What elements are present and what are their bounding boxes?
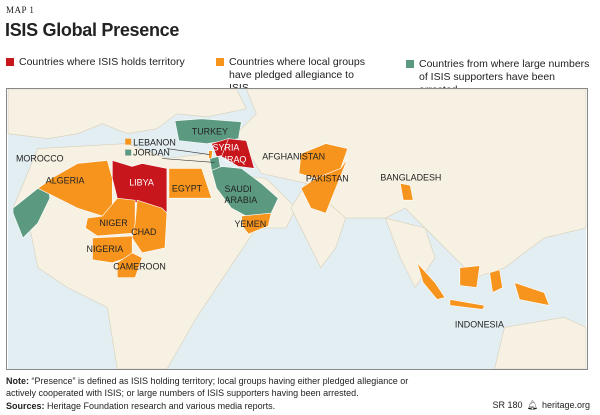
country-pakistan[interactable] <box>300 158 348 214</box>
label-cameroon: CAMEROON <box>113 262 166 272</box>
label-bangladesh: BANGLADESH <box>380 172 441 182</box>
label-syria: SYRIA <box>213 143 240 153</box>
note-label: Note: <box>6 376 29 386</box>
label-afghanistan: AFGHANISTAN <box>262 151 325 161</box>
label-indonesia: INDONESIA <box>455 319 504 329</box>
country-lebanon[interactable] <box>208 150 213 159</box>
label-iraq: IRAQ <box>225 154 247 164</box>
label-chad: CHAD <box>131 227 157 237</box>
label-turkey: TURKEY <box>192 127 228 137</box>
country-saudi-arabia[interactable] <box>211 166 279 217</box>
lebanon-marker <box>125 138 132 145</box>
note: Note: “Presence” is defined as ISIS hold… <box>6 375 416 399</box>
report-number: SR 180 <box>492 400 523 410</box>
label-pakistan: PAKISTAN <box>306 173 349 183</box>
label-arabia: ARABIA <box>225 195 258 205</box>
label-morocco: MOROCCO <box>16 153 64 163</box>
publisher-info: SR 180 🔔︎ heritage.org <box>492 400 590 411</box>
label-lebanon: LEBANON <box>133 138 176 148</box>
country-egypt[interactable] <box>168 168 213 199</box>
note-text: “Presence” is defined as ISIS holding te… <box>6 376 409 398</box>
country-chad[interactable] <box>131 199 168 254</box>
sources-text: Heritage Foundation research and various… <box>44 401 276 411</box>
country-bangladesh[interactable] <box>399 182 414 201</box>
country-cameroon[interactable] <box>116 252 143 278</box>
label-algeria: ALGERIA <box>46 175 85 185</box>
page-title: ISIS Global Presence <box>5 20 180 40</box>
sources-label: Sources: <box>6 401 45 411</box>
legend-territory: Countries where ISIS holds territory <box>6 56 206 69</box>
red-swatch <box>6 58 14 66</box>
site-link[interactable]: heritage.org <box>541 400 590 410</box>
country-turkey[interactable] <box>174 118 242 144</box>
label-niger: NIGER <box>99 218 128 228</box>
jordan-marker <box>125 149 132 156</box>
orange-swatch <box>216 58 224 66</box>
label-egypt: EGYPT <box>172 183 203 193</box>
label-nigeria: NIGERIA <box>87 244 124 254</box>
liberty-bell-icon: 🔔︎ <box>526 400 538 410</box>
green-swatch <box>406 60 414 68</box>
label-yemen: YEMEN <box>234 219 266 229</box>
country-iraq[interactable] <box>221 138 255 169</box>
world-map: MOROCCO ALGERIA LIBYA EGYPT NIGER CHAD N… <box>6 88 588 370</box>
map-number: MAP 1 <box>6 5 35 15</box>
sources: Sources: Heritage Foundation research an… <box>6 400 275 412</box>
legend-label: Countries where ISIS holds territory <box>19 56 185 68</box>
country-niger[interactable] <box>85 197 136 237</box>
country-yemen[interactable] <box>241 212 272 235</box>
leader-lines <box>161 148 215 163</box>
label-jordan: JORDAN <box>133 148 170 158</box>
label-libya: LIBYA <box>129 177 154 187</box>
country-indonesia[interactable] <box>416 262 550 310</box>
label-saudi: SAUDI <box>225 184 252 194</box>
